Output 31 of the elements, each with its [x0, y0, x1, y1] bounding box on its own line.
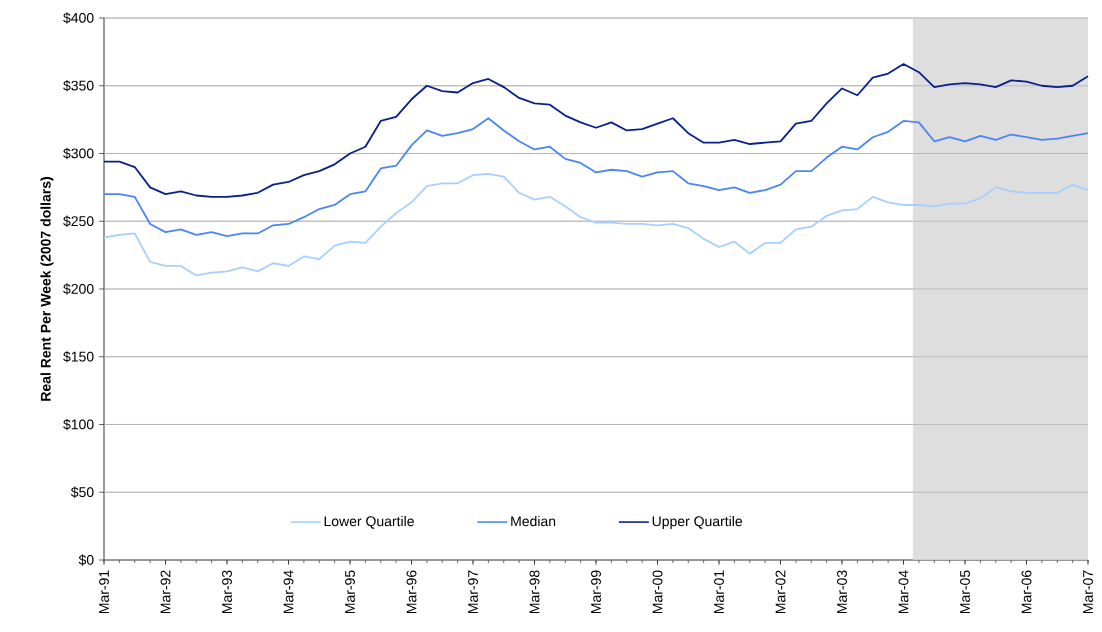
x-tick-label: Mar-95	[345, 570, 355, 614]
x-tick-label: Mar-01	[714, 570, 724, 614]
x-tick-label: Mar-03	[837, 570, 847, 614]
x-tick-label: Mar-97	[468, 570, 478, 614]
y-tick-label: $400	[63, 12, 94, 24]
x-tick-label: Mar-93	[222, 570, 232, 614]
x-tick-label: Mar-04	[898, 570, 909, 614]
y-tick-label: $300	[63, 147, 94, 160]
y-axis-title: Real Rent Per Week (2007 dollars)	[40, 177, 54, 401]
legend-label: Lower Quartile	[324, 515, 414, 529]
x-tick-label: Mar-91	[99, 570, 109, 614]
x-tick-label: Mar-02	[775, 570, 786, 614]
y-tick-label: $250	[63, 215, 94, 227]
x-tick-label: Mar-05	[960, 570, 970, 614]
x-tick-label: Mar-99	[591, 570, 601, 614]
x-tick-label: Mar-96	[406, 570, 417, 614]
x-tick-label: Mar-92	[160, 570, 171, 614]
y-tick-label: $50	[70, 486, 94, 498]
x-tick-label: Mar-06	[1021, 570, 1032, 614]
line-series	[103, 63, 1089, 198]
legend-label: Upper Quartile	[652, 515, 743, 529]
y-tick-label: $150	[63, 351, 94, 363]
y-tick-label: $100	[63, 418, 94, 431]
legend-label: Median	[511, 515, 556, 527]
x-tick-label: Mar-94	[283, 570, 294, 614]
y-tick-label: $200	[63, 283, 94, 295]
y-tick-label: $350	[63, 80, 94, 92]
x-tick-label: Mar-98	[529, 570, 540, 614]
x-tick-label: Mar-00	[652, 570, 663, 614]
y-tick-label: $0	[78, 554, 94, 566]
x-tick-label: Mar-07	[1083, 570, 1093, 614]
